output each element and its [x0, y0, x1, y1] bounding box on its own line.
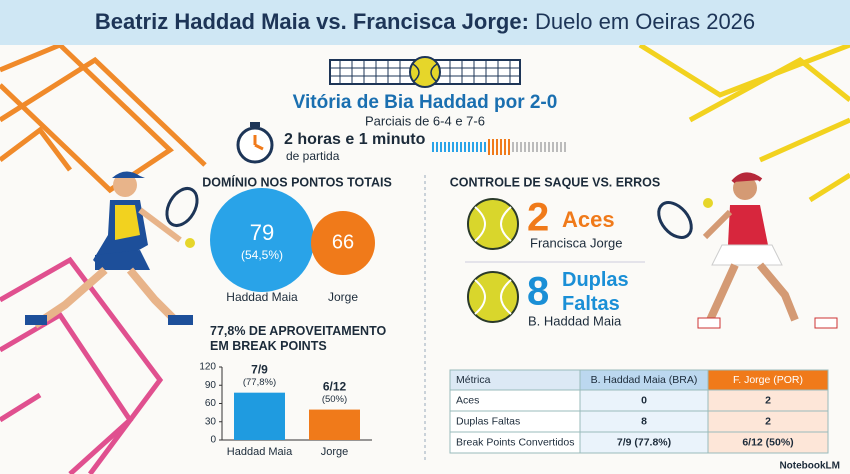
serve-player: Francisca Jorge: [530, 235, 622, 250]
serve-number: 2: [527, 196, 549, 240]
footer-brand: NotebookLM: [779, 461, 840, 472]
break-title: 77,8% DE APROVEITAMENTO EM BREAK POINTS: [210, 324, 386, 353]
value-label: 7/9 (77,8%): [243, 363, 276, 388]
cell-text: Aces: [456, 394, 479, 406]
progress-ticks: [432, 139, 566, 155]
title: Beatriz Haddad Maia vs. Francisca Jorge:…: [95, 9, 755, 34]
points-circle: [210, 188, 314, 292]
court-lines: [0, 42, 850, 474]
stopwatch-icon: [236, 122, 274, 164]
cell-text: 8: [641, 415, 647, 427]
serve-player: B. Haddad Maia: [528, 313, 622, 328]
points-name: Haddad Maia: [226, 290, 298, 304]
y-tick-label: 0: [210, 435, 216, 446]
serve-label: Duplas Faltas: [562, 269, 629, 315]
value-label: 6/12 (50%): [322, 380, 347, 405]
ball-icon: [467, 198, 519, 323]
header-text: Métrica: [456, 374, 491, 386]
y-tick-label: 60: [205, 398, 217, 409]
points-name: Jorge: [328, 290, 358, 304]
cell-text: Break Points Convertidos: [456, 436, 574, 448]
duration-sub: de partida: [286, 149, 340, 163]
net-icon: [329, 56, 521, 88]
header-text: B. Haddad Maia (BRA): [591, 374, 698, 386]
player-left: [25, 171, 199, 329]
y-tick-label: 90: [205, 380, 217, 391]
serve-label: Aces: [562, 207, 615, 232]
cell-text: Duplas Faltas: [456, 415, 520, 427]
points-share: (54,5%): [241, 248, 283, 262]
title-players: Beatriz Haddad Maia vs. Francisca Jorge:: [95, 9, 529, 34]
y-tick-label: 30: [205, 416, 217, 427]
cell-text: 7/9 (77.8%): [617, 436, 671, 448]
duration: 2 horas e 1 minuto: [284, 131, 426, 148]
header-band: [0, 0, 850, 45]
cell-text: 2: [765, 394, 771, 406]
cell: [707, 431, 829, 454]
points-title: DOMÍNIO NOS PONTOS TOTAIS: [202, 174, 392, 189]
points-circle: [311, 211, 375, 275]
serve-title: CONTROLE DE SAQUE VS. ERROS: [450, 175, 660, 189]
bar: [234, 392, 285, 440]
title-event: Duelo em Oeiras 2026: [535, 9, 755, 34]
bar: [309, 409, 360, 440]
stats-table: Métrica B. Haddad Maia (BRA) F. Jorge (POR…: [449, 369, 829, 454]
serve-number: 8: [527, 270, 549, 314]
cell-text: 0: [641, 394, 647, 406]
points-value: 66: [332, 231, 354, 253]
sets: Parciais de 6-4 e 7-6: [365, 113, 485, 128]
x-tick-label: Jorge: [321, 446, 349, 458]
break-chart: 0 30 60 90 120 Haddad Maia 7/9 (77,8%) Jorge 6/12…: [199, 362, 372, 458]
points-value: 79: [250, 220, 274, 245]
x-tick-label: Haddad Maia: [227, 446, 293, 458]
headline: Vitória de Bia Haddad por 2-0: [293, 92, 558, 113]
y-tick-label: 120: [199, 362, 216, 373]
player-right: [657, 172, 838, 329]
cell-text: 6/12 (50%): [742, 436, 793, 448]
cell-text: 2: [765, 415, 771, 427]
header-text: F. Jorge (POR): [733, 374, 803, 386]
